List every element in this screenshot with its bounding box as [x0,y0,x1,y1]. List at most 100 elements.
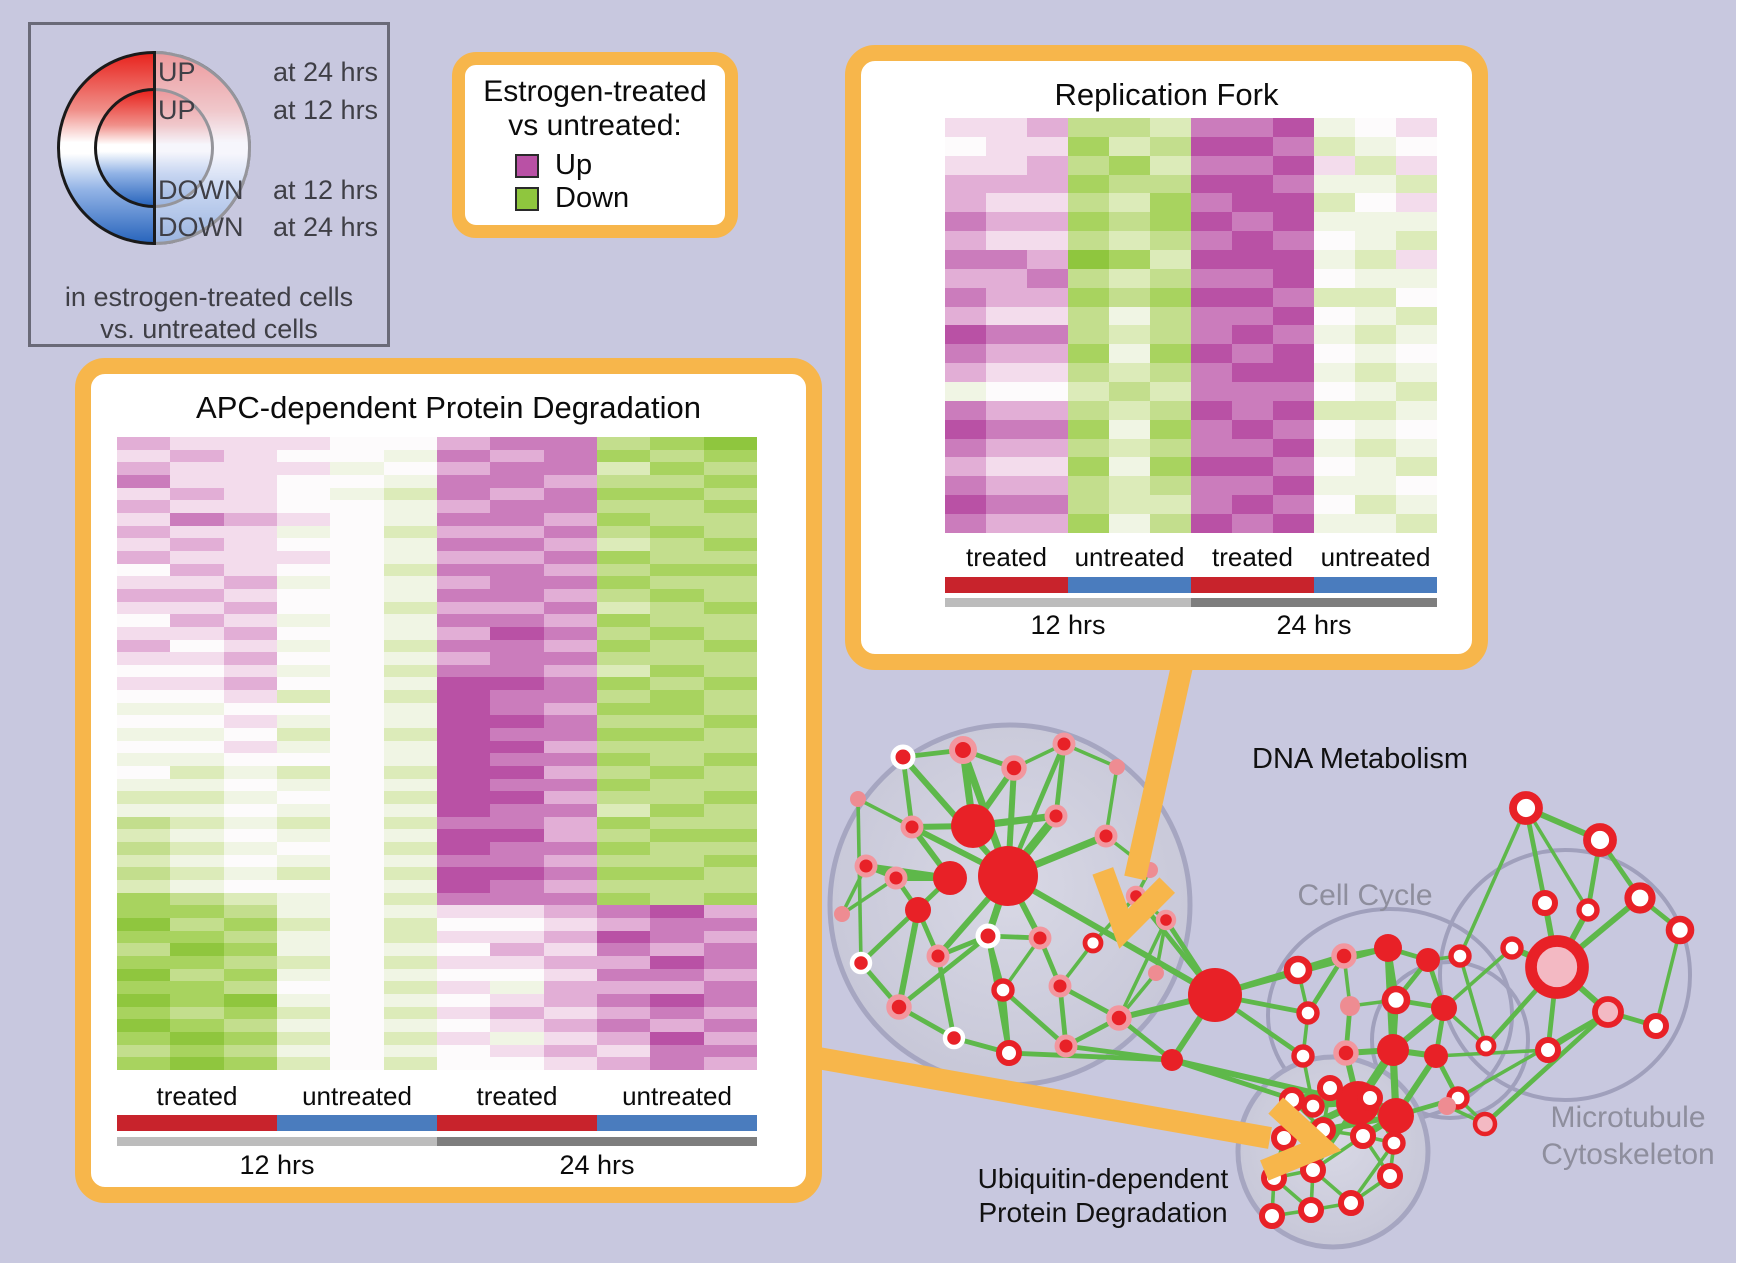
heatmap-cell [1355,514,1396,533]
time-labels-row: 12 hrs 24 hrs [945,610,1437,641]
heatmap-row [945,382,1437,401]
heatmap-cell [1109,212,1150,232]
heatmap-cell [703,500,757,513]
heatmap-cell [490,842,544,855]
heatmap-cell [703,690,757,703]
heatmap-cell [650,462,704,475]
heatmap-cell [650,728,704,741]
heatmap-cell [596,601,651,615]
heatmap-cell [1355,382,1396,401]
treated-bar [1191,577,1314,593]
heatmap-cell [945,363,986,383]
heatmap-cell [117,993,171,1007]
heatmap-cell [330,639,384,653]
heatmap-cell [383,804,437,817]
heatmap-cell [945,118,986,137]
heatmap-cell [1150,155,1191,175]
microtubule-cytoskeleton-label: Microtubule Cytoskeleton [1493,1099,1750,1173]
heatmap-cell [223,601,277,615]
heatmap-cell [1273,438,1314,458]
heatmap-cell [1027,250,1068,269]
heatmap-cell [1355,136,1396,156]
heatmap-cell [1068,476,1109,496]
heatmap-cell [170,1044,224,1058]
heatmap-cell [170,664,224,678]
heatmap-cell [383,930,437,944]
heatmap-cell [596,614,651,627]
heatmap-cell [383,917,437,931]
heatmap-cell [650,816,704,830]
network-edge [1458,807,1528,957]
heatmap-cell [1109,382,1150,401]
heatmap-cell [1191,250,1232,269]
heatmap-row [117,993,757,1007]
network-node [886,994,912,1020]
key-row-down: Down [465,182,725,215]
heatmap-cell [1027,514,1068,533]
heatmap-cell [117,588,171,602]
heatmap-cell [543,968,597,982]
heatmap-cell [117,512,171,526]
heatmap-cell [1396,363,1437,383]
heatmap-cell [436,829,491,842]
heatmap-cell [117,538,171,551]
heatmap-cell [436,437,491,450]
heatmap-row [945,118,1437,137]
heatmap-row [117,702,757,716]
heatmap-cell [1396,419,1437,439]
heatmap-row [945,325,1437,345]
heatmap-cell [650,474,704,488]
heatmap-cell [1396,212,1437,232]
heatmap-cell [223,1057,277,1070]
heatmap-cell [223,955,277,969]
network-edge [897,934,990,1009]
heatmap-cell [1314,193,1355,213]
heatmap-cell [596,487,651,501]
heatmap-cell [1314,363,1355,383]
heatmap-cell [490,652,544,665]
heatmap-cell [170,842,224,855]
heatmap-cell [1191,118,1232,137]
heatmap-cell [330,576,384,589]
heatmap-cell [1314,155,1355,175]
heatmap-cell [596,550,651,564]
heatmap-cell [276,1044,331,1058]
heatmap-cell [986,382,1027,401]
heatmap-cell [1109,231,1150,251]
network-edge [1483,1010,1610,1126]
heatmap-cell [117,842,171,855]
heatmap-cell [596,955,651,969]
treated-bar [437,1115,597,1131]
heatmap-cell [383,728,437,741]
heatmap-cell [383,955,437,969]
heatmap-cell [596,1044,651,1058]
heatmap-cell [490,1019,544,1032]
heatmap-cell [436,1057,491,1070]
heatmap-cell [276,867,331,880]
heatmap-cell [596,437,651,450]
arrow-apc-to-ubiquitin [816,1047,1272,1149]
heatmap-cell [650,437,704,450]
heatmap-cell [436,867,491,880]
heatmap-cell [1109,514,1150,533]
heatmap-cell [986,325,1027,345]
network-node [1500,936,1524,960]
heatmap-cell [1396,325,1437,345]
heatmap-cell [276,652,331,665]
heatmap-cell [703,474,757,488]
heatmap-cell [490,538,544,551]
heatmap-cell [223,968,277,982]
heatmap-cell [650,702,704,716]
heatmap-cell [223,702,277,716]
heatmap-cell [650,981,704,994]
heatmap-row [117,943,757,956]
heatmap-cell [223,867,277,880]
heatmap-cell [436,474,491,488]
heatmap-cell [490,449,544,463]
heatmap-cell [1109,476,1150,496]
heatmap-cell [1273,306,1314,326]
heatmap-row [945,344,1437,364]
heatmap-cell [223,588,277,602]
heatmap-cell [703,753,757,767]
heatmap-cell [276,702,331,716]
